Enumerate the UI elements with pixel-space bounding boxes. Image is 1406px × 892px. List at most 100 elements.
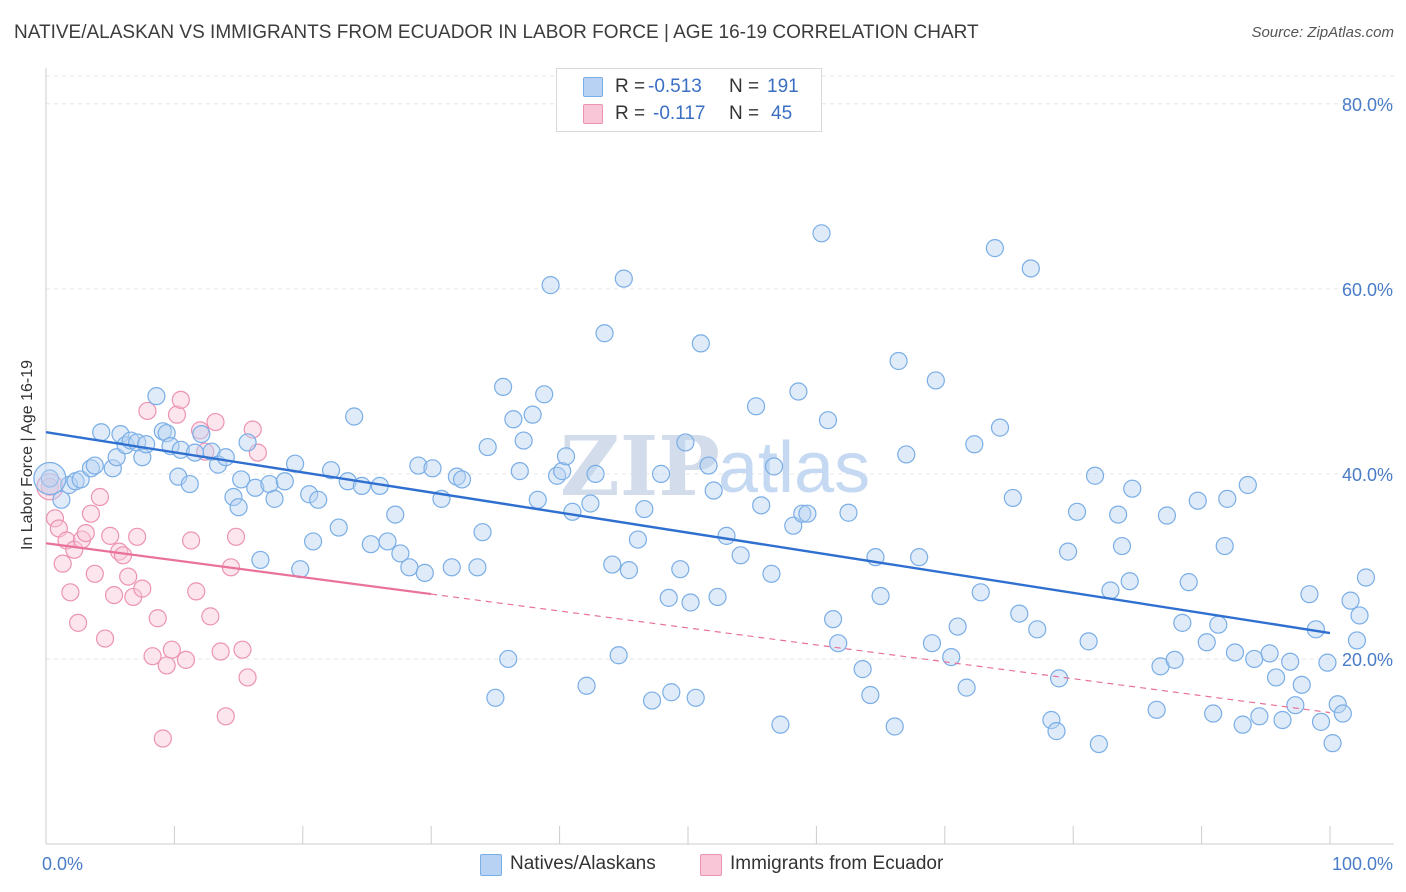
natives-point xyxy=(910,548,929,567)
ecuador-point xyxy=(119,567,138,586)
ecuador-point xyxy=(104,585,124,605)
natives-point xyxy=(246,478,265,497)
natives-point xyxy=(400,558,419,577)
natives-point xyxy=(478,437,497,457)
natives-point xyxy=(681,593,700,612)
natives-point xyxy=(1003,488,1022,508)
natives-point xyxy=(1089,734,1108,754)
natives-point xyxy=(1350,606,1369,625)
ecuador-point xyxy=(176,650,196,669)
natives-point xyxy=(1318,653,1337,672)
natives-point xyxy=(1323,734,1342,753)
natives-point xyxy=(1157,506,1177,525)
natives-point xyxy=(1266,668,1286,687)
natives-point xyxy=(922,634,942,653)
natives-point xyxy=(1079,632,1098,651)
natives-point xyxy=(553,462,572,481)
ecuador-point xyxy=(138,401,157,421)
natives-point xyxy=(793,504,812,523)
natives-point xyxy=(52,490,71,509)
natives-point xyxy=(789,382,808,401)
natives-point xyxy=(1049,669,1069,688)
legend-label: Immigrants from Ecuador xyxy=(730,853,944,874)
natives-point xyxy=(386,505,405,524)
natives-point xyxy=(1188,491,1207,510)
x-tick-label: 0.0% xyxy=(42,854,83,874)
natives-point xyxy=(528,490,547,509)
natives-point xyxy=(103,459,122,478)
natives-point xyxy=(40,469,59,488)
natives-point xyxy=(1300,585,1319,604)
natives-point xyxy=(1245,649,1264,669)
ecuador-point xyxy=(167,405,187,424)
n-value: 191 xyxy=(767,76,799,97)
natives-point xyxy=(321,461,341,480)
natives-point xyxy=(1225,643,1245,662)
natives-point xyxy=(251,550,270,570)
y-tick-label: 40.0% xyxy=(1342,465,1393,485)
natives-point xyxy=(619,561,639,580)
ecuador-point xyxy=(90,487,110,507)
natives-point xyxy=(1209,615,1228,634)
natives-point xyxy=(635,499,654,519)
natives-point xyxy=(1260,644,1279,663)
natives-point xyxy=(494,377,513,397)
natives-point xyxy=(752,496,771,515)
ecuador-swatch xyxy=(583,104,603,124)
natives-point xyxy=(1179,573,1198,592)
stats-row-natives: R = -0.513 N = 191 xyxy=(557,74,821,100)
natives-point xyxy=(942,647,961,667)
natives-point xyxy=(965,435,984,454)
natives-point xyxy=(603,555,622,574)
natives-point xyxy=(514,431,533,450)
natives-point xyxy=(1341,591,1360,610)
natives-point xyxy=(71,470,90,489)
natives-point xyxy=(33,461,67,496)
natives-point xyxy=(784,516,803,535)
ecuador-point xyxy=(53,554,72,573)
natives-point xyxy=(468,558,487,577)
natives-point xyxy=(971,583,990,602)
ecuador-point xyxy=(157,656,176,675)
ecuador-point xyxy=(128,527,147,546)
natives-point xyxy=(1197,633,1216,652)
ecuador-point xyxy=(68,613,88,632)
natives-point xyxy=(609,646,628,665)
r-label: R = xyxy=(615,76,646,97)
natives-point xyxy=(303,532,323,551)
natives-point xyxy=(1311,712,1331,731)
ecuador-point xyxy=(101,526,120,545)
natives-point xyxy=(345,407,364,426)
natives-point xyxy=(1250,707,1269,726)
ecuador-trend-line-extension xyxy=(431,593,1331,714)
watermark-zip: ZIP xyxy=(560,419,720,515)
natives-point xyxy=(926,371,945,390)
natives-point xyxy=(595,324,614,343)
natives-point xyxy=(1028,620,1047,639)
ecuador-point xyxy=(201,607,220,626)
natives-point xyxy=(275,472,294,491)
natives-point xyxy=(853,660,872,679)
natives-point xyxy=(762,564,781,583)
natives-point xyxy=(581,494,600,513)
n-value: 45 xyxy=(771,103,793,124)
r-value: -0.513 xyxy=(648,76,702,97)
natives-point xyxy=(1204,704,1223,723)
natives-point xyxy=(829,634,848,653)
n-label: N = xyxy=(729,76,760,97)
natives-point xyxy=(676,433,695,452)
natives-point xyxy=(577,676,596,695)
ecuador-point xyxy=(76,523,95,543)
natives-point xyxy=(764,457,784,476)
natives-point xyxy=(391,544,410,563)
natives-point xyxy=(192,424,211,444)
ecuador-point xyxy=(226,527,246,546)
natives-point xyxy=(990,418,1010,437)
y-tick-label: 80.0% xyxy=(1342,95,1393,115)
natives-point xyxy=(563,502,582,521)
natives-point xyxy=(224,487,243,507)
legend-item-ecuador: Immigrants from Ecuador xyxy=(700,852,970,876)
natives-point xyxy=(147,387,166,406)
natives-point xyxy=(447,467,466,486)
